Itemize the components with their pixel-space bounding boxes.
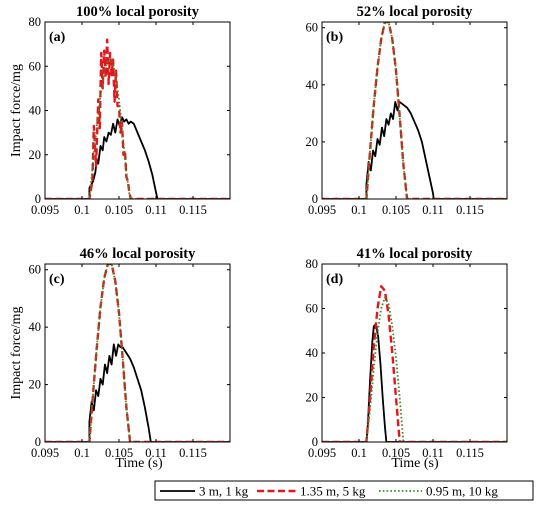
x-tick-label: 0.095 [308, 446, 336, 460]
y-tick-label: 80 [29, 15, 42, 29]
panel-label: (b) [326, 30, 343, 45]
y-tick-label: 0 [35, 192, 41, 206]
chart-panel-3: 46% local porosity 0.095 0.1 0.105 0.11 0.115… [9, 246, 231, 460]
legend-label-3m: 3 m, 1 kg [199, 484, 249, 499]
x-tick-label: 0.1 [74, 446, 90, 460]
x-tick-label: 0.115 [456, 203, 484, 217]
x-tick-label: 0.105 [105, 203, 133, 217]
x-tick-label: 0.1 [74, 203, 90, 217]
y-tick-label: 60 [29, 263, 42, 277]
x-axis-label-right: Time (s) [391, 456, 439, 471]
plot-frame [44, 263, 231, 443]
chart-panel-1: 100% local porosity 0.095 0.1 0.105 0.11 0.11… [9, 4, 231, 217]
x-tick-label: 0.1 [351, 203, 367, 217]
series-line-1 [45, 343, 230, 442]
plot-frame [44, 21, 231, 200]
x-tick-label: 0.1 [351, 446, 367, 460]
y-tick-label: 20 [306, 135, 319, 149]
y-axis-label: Impact force/mg [9, 64, 24, 157]
series-group [322, 285, 507, 442]
x-tick-label: 0.095 [31, 203, 59, 217]
x-tick-label: 0.11 [422, 446, 443, 460]
chart-title: 41% local porosity [357, 246, 473, 262]
y-tick-label: 60 [306, 21, 319, 35]
chart-panel-4: 41% local porosity 0.095 0.1 0.105 0.11 0.115… [306, 246, 508, 460]
plot-frame [321, 21, 508, 200]
y-tick-label: 20 [29, 378, 42, 392]
series-line-3 [322, 22, 507, 199]
series-line-1 [45, 116, 230, 199]
chart-title: 46% local porosity [80, 246, 196, 262]
legend: 3 m, 1 kg 1.35 m, 5 kg 0.95 m, 10 kg [154, 480, 534, 501]
series-group [45, 264, 230, 442]
y-tick-label: 0 [312, 192, 318, 206]
panel-label: (d) [326, 272, 343, 287]
legend-box [154, 480, 534, 501]
y-tick-label: 40 [29, 320, 42, 334]
y-tick-label: 40 [306, 346, 319, 360]
y-tick-label: 0 [35, 435, 41, 449]
y-tick-label: 40 [29, 104, 42, 118]
legend-label-0-95m: 0.95 m, 10 kg [426, 484, 498, 499]
y-axis-label: Impact force/mg [9, 307, 24, 400]
y-tick-label: 40 [306, 78, 319, 92]
x-tick-label: 0.11 [145, 446, 166, 460]
x-axis-label-left: Time (s) [115, 456, 163, 471]
series-line-3 [45, 264, 230, 442]
series-group [322, 22, 507, 199]
y-tick-label: 60 [29, 59, 42, 73]
panel-label: (c) [49, 272, 65, 287]
series-line-2 [45, 38, 230, 199]
x-tick-label: 0.115 [456, 446, 484, 460]
x-tick-label: 0.11 [422, 203, 443, 217]
series-line-2 [45, 264, 230, 442]
panel-label: (a) [49, 30, 66, 45]
series-line-2 [322, 22, 507, 199]
series-line-1 [322, 323, 507, 442]
x-tick-label: 0.115 [179, 446, 207, 460]
chart-title: 52% local porosity [357, 4, 473, 20]
x-tick-label: 0.11 [145, 203, 166, 217]
legend-label-1-35m: 1.35 m, 5 kg [300, 484, 366, 499]
y-tick-label: 20 [29, 148, 42, 162]
panels: 100% local porosity 0.095 0.1 0.105 0.11 0.11… [9, 4, 508, 460]
x-tick-label: 0.105 [382, 446, 410, 460]
y-tick-label: 80 [306, 257, 319, 271]
y-tick-label: 0 [312, 435, 318, 449]
plot-frame [321, 263, 508, 443]
x-tick-label: 0.115 [179, 203, 207, 217]
x-tick-label: 0.095 [308, 203, 336, 217]
chart-title: 100% local porosity [76, 4, 200, 20]
x-tick-label: 0.095 [31, 446, 59, 460]
chart-panel-2: 52% local porosity 0.095 0.1 0.105 0.11 0.115… [306, 4, 508, 217]
series-line-3 [45, 58, 230, 199]
y-tick-label: 60 [306, 302, 319, 316]
x-tick-label: 0.105 [105, 446, 133, 460]
series-line-2 [322, 285, 507, 442]
series-line-1 [322, 101, 507, 199]
x-tick-label: 0.105 [382, 203, 410, 217]
y-tick-label: 20 [306, 391, 319, 405]
series-group [45, 38, 230, 199]
series-line-3 [322, 296, 507, 442]
